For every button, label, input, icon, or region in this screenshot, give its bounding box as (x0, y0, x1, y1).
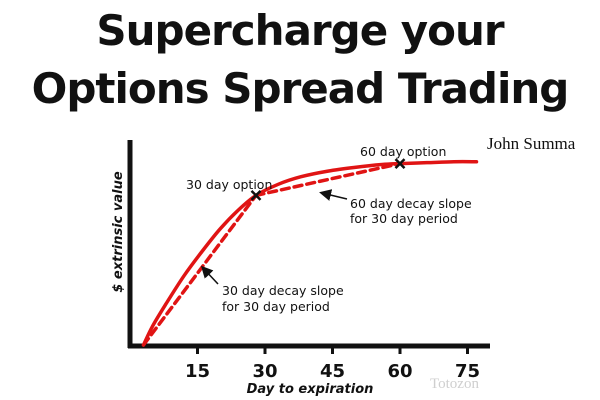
title-line-1: Supercharge your (96, 6, 504, 55)
marker-label-60-day: 60 day option (360, 144, 446, 159)
x-tick-label: 15 (185, 361, 210, 382)
annotation-60-day-line-2: for 30 day period (350, 211, 458, 226)
decay-curve (141, 159, 479, 347)
markers-group (250, 158, 406, 201)
x-tick-label: 45 (320, 361, 345, 382)
option-marker-28-day (250, 190, 262, 201)
decay-slope-line-2 (254, 161, 402, 198)
title-line-2: Options Spread Trading (31, 64, 570, 113)
annotation-30-day-line-2: for 30 day period (222, 299, 330, 314)
x-tick-label: 30 (252, 361, 277, 382)
x-axis-label: Day to expiration (247, 382, 374, 397)
option-marker-60-day (394, 158, 406, 169)
annotation-60-day-line-1: 60 day decay slope (350, 196, 472, 211)
marker-label-30-day: 30 day option (186, 177, 272, 192)
watermark-text: Totozon (430, 376, 479, 392)
axes: 15 30 45 60 75 (127, 140, 490, 382)
x-tick-label: 60 (387, 361, 412, 382)
annotation-arrow-60-day (319, 189, 348, 201)
author-name: John Summa (487, 134, 576, 153)
series-group (141, 159, 479, 347)
annotation-arrow-30-day (200, 265, 219, 285)
annotation-30-day-line-1: 30 day decay slope (222, 283, 344, 298)
y-axis-label: $ extrinsic value (111, 171, 126, 292)
x-tick-label: 75 (455, 361, 480, 382)
decay-slope-line-1 (141, 193, 258, 347)
